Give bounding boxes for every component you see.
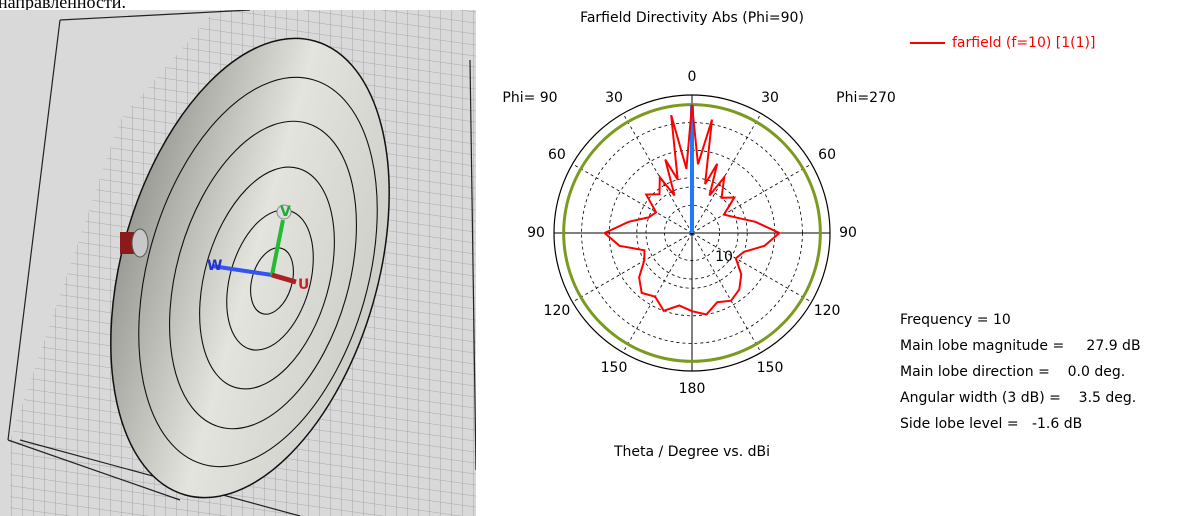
x-axis-label: Theta / Degree vs. dBi <box>613 444 770 460</box>
info-line: Main lobe magnitude = 27.9 dB <box>900 338 1141 354</box>
axis-label: U <box>298 277 309 293</box>
theta-tick-label: 150 <box>757 360 784 376</box>
screenshot: направленности. W V U Farfield Directivi… <box>0 0 1192 516</box>
annotation: Phi= 90 <box>502 90 557 106</box>
theta-tick-label: 150 <box>601 360 628 376</box>
theta-tick-label: 30 <box>761 90 779 106</box>
info-line: Frequency = 10 <box>900 312 1011 328</box>
theta-tick-label: 120 <box>544 303 571 319</box>
theta-tick-label: 90 <box>527 225 545 241</box>
theta-tick-label: 30 <box>605 90 623 106</box>
info-line: Side lobe level = -1.6 dB <box>900 416 1082 432</box>
theta-tick-label: 120 <box>814 303 841 319</box>
chart-title: Farfield Directivity Abs (Phi=90) <box>580 10 804 26</box>
legend-label: farfield (f=10) [1(1)] <box>952 35 1095 51</box>
theta-tick-label: 0 <box>688 69 697 85</box>
info-line: Angular width (3 dB) = 3.5 deg. <box>900 390 1136 406</box>
axis-label: W <box>207 258 222 274</box>
annotation: Phi=270 <box>836 90 896 106</box>
axis-label: V <box>280 204 291 220</box>
theta-tick-label: 180 <box>679 381 706 397</box>
theta-tick-label: 60 <box>548 147 566 163</box>
3d-viewport: W V U <box>0 6 476 516</box>
theta-tick-label: 90 <box>839 225 857 241</box>
theta-tick-label: 60 <box>818 147 836 163</box>
info-line: Main lobe direction = 0.0 deg. <box>900 364 1125 380</box>
